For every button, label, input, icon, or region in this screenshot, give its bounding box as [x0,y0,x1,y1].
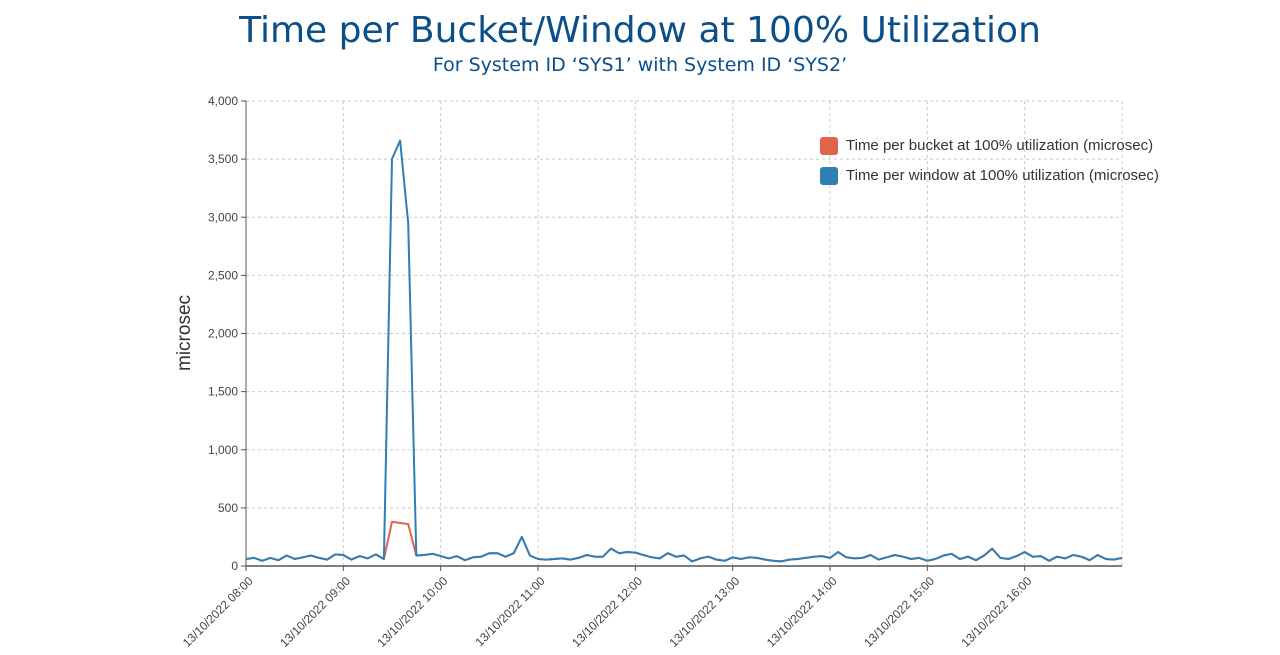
y-tick-label: 4,000 [208,94,238,108]
legend-label: Time per bucket at 100% utilization (mic… [846,137,1153,154]
series-line-2 [245,139,1123,563]
y-tick-label: 500 [218,501,238,515]
legend-swatch [820,167,838,185]
x-tick-label: 13/10/2022 11:00 [472,574,548,650]
y-tick-label: 1,500 [208,385,238,399]
y-tick-label: 3,000 [208,210,238,224]
series-lines [245,139,1123,563]
y-tick-label: 2,500 [208,268,238,282]
chart-title: Time per Bucket/Window at 100% Utilizati… [239,10,1041,51]
y-tick-label: 2,000 [208,327,238,341]
x-tick-label: 13/10/2022 12:00 [569,574,645,650]
x-tick-label: 13/10/2022 09:00 [277,574,353,650]
y-axis-ticks: 0 500 1,000 1,500 2,000 2,500 3,000 3,500 4,000 [208,94,246,573]
x-tick-label: 13/10/2022 13:00 [666,574,742,650]
chart-subtitle: For System ID ‘SYS1’ with System ID ‘SYS… [432,54,848,76]
x-tick-label: 13/10/2022 15:00 [861,574,937,650]
y-tick-label: 1,000 [208,443,238,457]
x-axis-ticks: 13/10/2022 08:00 13/10/2022 09:00 13/10/20… [180,566,1035,650]
x-tick-label: 13/10/2022 14:00 [764,574,840,650]
legend: Time per bucket at 100% utilization (mic… [820,137,1159,185]
legend-label: Time per window at 100% utilization (mic… [846,167,1159,184]
legend-swatch [820,137,838,155]
x-tick-label: 13/10/2022 08:00 [180,574,256,650]
x-tick-label: 13/10/2022 10:00 [374,574,450,650]
y-tick-label: 3,500 [208,152,238,166]
y-tick-label: 0 [231,559,238,573]
x-tick-label: 13/10/2022 16:00 [958,574,1034,650]
y-axis-label: microsec [174,295,195,371]
